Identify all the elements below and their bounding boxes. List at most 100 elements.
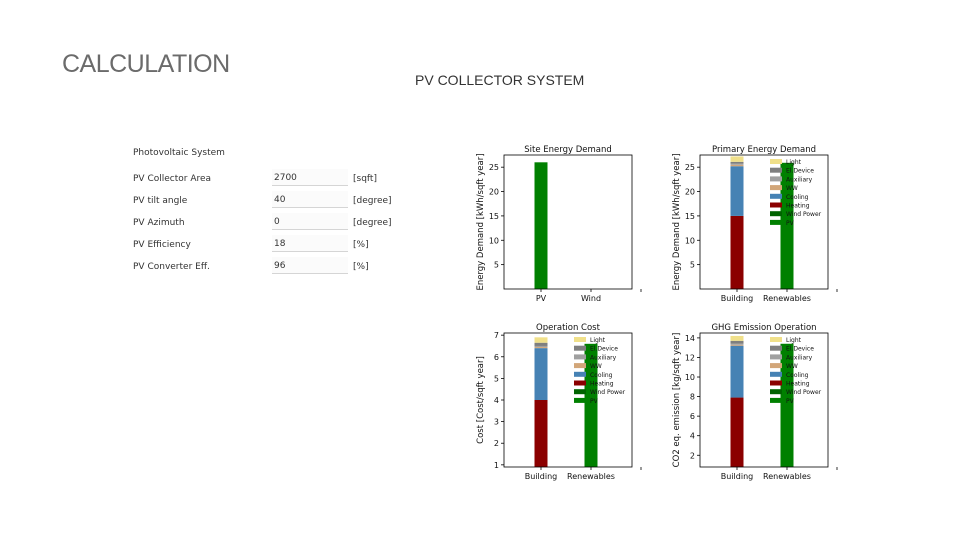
legend-swatch-el-device [770,345,782,351]
legend-swatch-el-device [574,345,586,351]
legend-swatch-wind-power [574,389,586,395]
y-axis-label: CO2 eq. emission [kg/sqft year] [672,333,682,468]
legend-label-heating: Heating [786,203,810,210]
legend-label-light: Light [786,337,802,344]
legend-swatch-light [574,337,586,342]
legend-label-auxiliary: Auxiliary [590,354,617,361]
plot-frame [503,154,633,290]
legend-swatch-wind-power [770,211,782,217]
field-label: PV Azimuth [133,218,185,228]
y-tick-label: 14 [685,334,695,343]
legend-label-cooling: Cooling [786,194,809,201]
x-tick-label: PV [536,294,547,303]
x-tick-label: Building [525,472,557,481]
chart-title: GHG Emission Operation [711,323,816,333]
y-tick-label: 7 [494,331,499,340]
field-label: PV Converter Eff. [133,262,210,272]
field-label: PV Collector Area [133,174,212,184]
collector-area-input[interactable] [272,169,348,186]
legend-swatch-cooling [574,371,586,377]
field-row-converter-eff: PV Converter Eff. [%] [133,257,393,277]
bar-segment-building-el-device [730,340,744,344]
bar-segment-building-heating [730,215,744,289]
operation-cost-chart: Operation Cost Cost [Cost/sqft year] 1 2 3 4 5… [474,318,650,484]
bar-segment-renewables-pv [780,162,794,289]
field-label: PV Efficiency [133,240,191,250]
efficiency-input[interactable] [272,235,348,252]
bar-segment-renewables-pv [780,343,794,467]
primary-energy-demand-chart: Primary Energy Demand Energy Demand [kWh/… [672,145,838,303]
legend-label-el-device: El.Device [590,346,618,353]
legend-swatch-ww [770,185,782,191]
legend-label-auxiliary: Auxiliary [786,176,813,183]
legend-label-cooling: Cooling [590,372,613,379]
y-tick-label: 4 [690,432,695,441]
azimuth-input[interactable] [272,213,348,230]
legend-swatch-pv [574,397,586,403]
legend-swatch-pv [770,397,782,403]
site-energy-demand-chart: Site Energy Demand Energy Demand [kWh/sqf… [476,145,642,303]
plot-frame [699,154,829,290]
y-tick-label: 2 [690,451,695,460]
legend-swatch-light [770,159,782,164]
y-axis-label: Cost [Cost/sqft year] [476,356,486,444]
legend-label-cooling: Cooling [786,372,809,379]
y-tick-label: 15 [685,212,695,221]
bar-segment-pv-pv [534,162,548,289]
legend-swatch-heating [574,380,586,386]
chart-title: Primary Energy Demand [712,145,816,155]
y-tick-label: 25 [489,163,499,172]
plot-frame [503,332,633,468]
legend-swatch-heating [770,380,782,386]
field-unit: [degree] [353,218,392,228]
y-tick-label: 12 [685,353,695,362]
bar-segment-building-cooling [730,166,744,216]
x-tick-label: Building [721,294,753,303]
legend-label-light: Light [590,337,606,344]
field-unit: [sqft] [353,174,377,184]
x-tick-label: Renewables [763,472,811,481]
field-row-tilt-angle: PV tilt angle [degree] [133,191,393,211]
legend-label-wind-power: Wind Power [786,389,822,396]
x-tick-label: Building [721,472,753,481]
y-tick-label: 6 [494,353,499,362]
y-tick-label: 4 [494,396,499,405]
legend-swatch-wind-power [770,389,782,395]
x-tick-label: Wind [581,294,601,303]
field-unit: [%] [353,240,369,250]
y-tick-label: 20 [489,188,499,197]
legend-swatch-cooling [770,371,782,377]
x-tick-label: Renewables [567,472,615,481]
field-row-azimuth: PV Azimuth [degree] [133,213,393,233]
bar-segment-building-light [730,156,744,162]
legend-label-el-device: El.Device [786,346,814,353]
field-unit: [degree] [353,196,392,206]
legend-swatch-auxiliary [574,354,586,360]
legend-swatch-el-device [770,167,782,173]
y-tick-label: 5 [494,374,499,383]
legend-label-ww: WW [786,363,798,370]
y-axis-label: Energy Demand [kWh/sqft year] [476,153,486,290]
form-heading: Photovoltaic System [133,148,225,158]
plot-frame [699,332,829,468]
legend-swatch-auxiliary [770,354,782,360]
bar-segment-building-el-device [730,161,744,164]
legend-swatch-ww [770,363,782,369]
y-tick-label: 10 [685,236,695,245]
legend-swatch-cooling [770,193,782,199]
tilt-angle-input[interactable] [272,191,348,208]
legend-label-el-device: El.Device [786,168,814,175]
field-label: PV tilt angle [133,196,188,206]
chart-title: Operation Cost [536,323,601,333]
bar-segment-building-heating [730,397,744,467]
legend-swatch-auxiliary [770,176,782,182]
y-tick-label: 3 [494,418,499,427]
y-tick-label: 1 [494,461,499,470]
legend-label-wind-power: Wind Power [786,211,822,218]
y-tick-label: 6 [690,412,695,421]
converter-eff-input[interactable] [272,257,348,274]
legend-swatch-heating [770,202,782,208]
legend-label-pv: PV [786,220,795,227]
ghg-emission-chart: GHG Emission Operation CO2 eq. emission [… [672,323,838,481]
bar-segment-building-heating [534,400,548,467]
